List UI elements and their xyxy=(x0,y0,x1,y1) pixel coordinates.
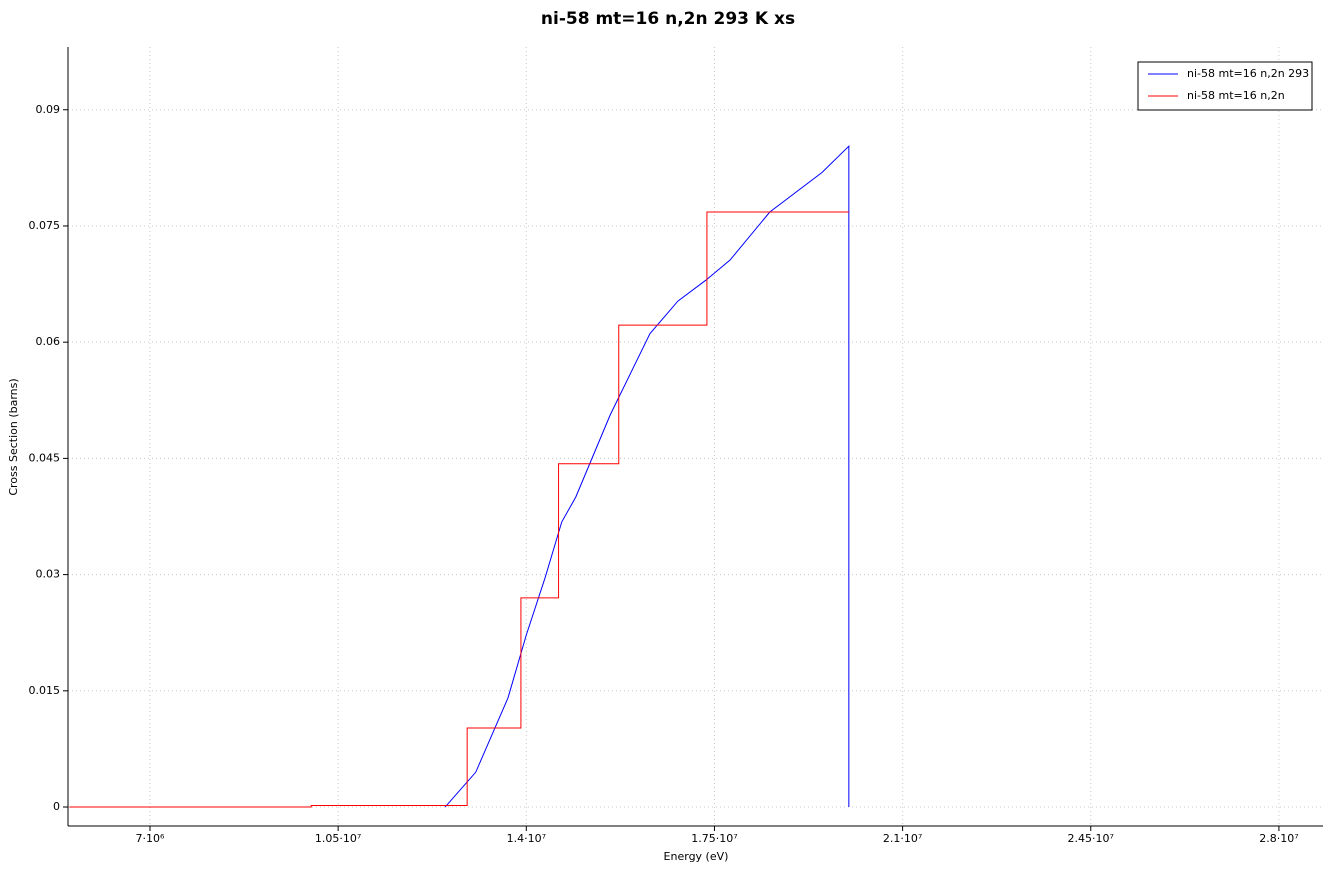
chart-title: ni-58 mt=16 n,2n 293 K xs xyxy=(541,9,795,29)
y-tick-label: 0.015 xyxy=(29,684,61,697)
x-axis-label: Energy (eV) xyxy=(664,850,729,863)
y-tick-label: 0.09 xyxy=(36,103,61,116)
y-axis-label: Cross Section (barns) xyxy=(7,378,20,495)
legend-box xyxy=(1137,61,1313,111)
x-tick-label: 2.1·10⁷ xyxy=(883,832,922,845)
x-tick-label: 1.75·10⁷ xyxy=(691,832,737,845)
x-tick-label: 2.8·10⁷ xyxy=(1259,832,1298,845)
legend: ni-58 mt=16 n,2n 293 ni-58 mt=16 n,2n xyxy=(1137,61,1313,111)
legend-label: ni-58 mt=16 n,2n xyxy=(1187,89,1285,102)
x-tick-label: 1.4·10⁷ xyxy=(507,832,546,845)
x-tick-label: 1.05·10⁷ xyxy=(315,832,361,845)
y-tick-label: 0.045 xyxy=(29,451,61,464)
y-tick-label: 0.03 xyxy=(36,568,61,581)
legend-label: ni-58 mt=16 n,2n 293 xyxy=(1187,67,1309,80)
y-tick-label: 0 xyxy=(53,800,60,813)
y-tick-label: 0.06 xyxy=(36,335,61,348)
y-tick-label: 0.075 xyxy=(29,219,61,232)
series-line xyxy=(444,144,850,808)
x-tick-label: 7·10⁶ xyxy=(136,832,165,845)
series-line xyxy=(69,211,849,808)
x-tick-label: 2.45·10⁷ xyxy=(1068,832,1114,845)
